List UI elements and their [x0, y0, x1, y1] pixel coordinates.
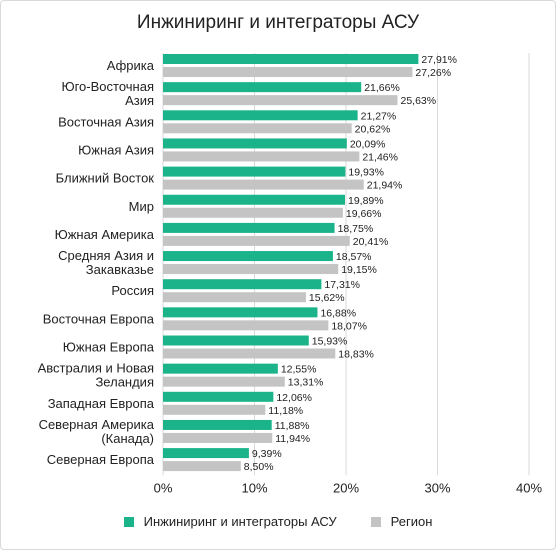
data-label: 27,26% [415, 67, 451, 79]
data-label: 8,50% [244, 461, 274, 473]
data-label: 21,66% [364, 82, 400, 94]
data-label: 27,91% [421, 54, 457, 66]
bar-series-2 [163, 461, 241, 472]
data-label: 21,46% [362, 151, 398, 163]
bar-series-2 [163, 376, 285, 387]
data-label: 21,27% [361, 110, 397, 122]
category-label: Средняя Азия и [58, 248, 154, 263]
legend-item-series-2: Регион [370, 514, 433, 529]
bar-series-2 [163, 207, 343, 218]
bar-series-2 [163, 404, 266, 415]
category-label: Юго-Восточная [61, 79, 154, 94]
legend-swatch-series-2 [370, 516, 381, 527]
category-label: Южная Азия [78, 142, 154, 157]
data-label: 12,55% [281, 364, 317, 376]
bar-series-1 [163, 363, 278, 374]
category-label: Закавказье [86, 262, 154, 277]
data-label: 9,39% [252, 448, 282, 460]
category-label: Северная Европа [47, 452, 155, 467]
legend-swatch-series-1 [123, 516, 134, 527]
bar-series-1 [163, 82, 362, 93]
bar-series-2 [163, 348, 336, 359]
data-label: 19,93% [348, 167, 384, 179]
bar-series-1 [163, 335, 309, 346]
category-label: Австралия и Новая [38, 361, 154, 376]
bar-series-1 [163, 166, 346, 177]
data-label: 19,66% [346, 208, 382, 220]
category-label: Ближний Восток [56, 171, 155, 186]
data-label: 11,94% [275, 433, 310, 445]
category-label: Мир [129, 199, 154, 214]
x-tick-label: 20% [333, 480, 359, 495]
bar-series-1 [163, 419, 272, 430]
data-label: 25,63% [401, 95, 437, 107]
category-label: Южная Европа [63, 340, 155, 355]
x-tick-label: 10% [241, 480, 267, 495]
bar-series-1 [163, 448, 249, 459]
data-label: 18,83% [338, 349, 374, 361]
bar-series-1 [163, 54, 419, 64]
bar-series-1 [163, 222, 335, 233]
data-label: 18,75% [338, 223, 374, 235]
data-label: 20,09% [350, 138, 386, 150]
category-label: Азия [125, 93, 154, 108]
data-label: 12,06% [276, 392, 312, 404]
legend-label-series-2: Регион [390, 514, 433, 529]
category-label: Восточная Азия [58, 114, 154, 129]
bar-series-2 [163, 264, 339, 275]
bar-series-2 [163, 432, 273, 443]
data-label: 15,62% [309, 292, 345, 304]
bar-series-1 [163, 138, 347, 149]
bar-series-1 [163, 194, 345, 205]
category-label: Северная Америка [39, 417, 155, 432]
bar-series-1 [163, 307, 318, 318]
bar-series-2 [163, 67, 413, 77]
data-label: 20,62% [355, 123, 391, 135]
bar-series-2 [163, 320, 329, 331]
category-label: (Канада) [101, 431, 154, 446]
legend-item-series-1: Инжиниринг и интеграторы АСУ [123, 514, 337, 529]
bar-series-2 [163, 123, 352, 134]
category-label: Зеландия [95, 375, 154, 390]
category-label: Западная Европа [48, 396, 155, 411]
data-label: 19,15% [341, 264, 377, 276]
x-tick-label: 30% [424, 480, 450, 495]
bar-series-2 [163, 292, 306, 303]
bar-series-1 [163, 251, 333, 262]
data-label: 19,89% [348, 195, 384, 207]
data-label: 18,57% [336, 251, 372, 263]
category-label: Южная Америка [55, 227, 155, 242]
category-label: Африка [107, 58, 155, 73]
category-label: Россия [111, 283, 154, 298]
data-label: 11,88% [275, 420, 310, 432]
bar-series-2 [163, 95, 398, 106]
data-label: 16,88% [320, 307, 356, 319]
data-label: 20,41% [353, 236, 389, 248]
chart-title: Инжиниринг и интеграторы АСУ [136, 12, 420, 33]
bar-series-1 [163, 279, 322, 290]
legend: Инжиниринг и интеграторы АСУ Регион [0, 514, 556, 529]
category-label: Восточная Европа [43, 311, 155, 326]
data-label: 11,18% [268, 405, 303, 417]
data-label: 17,31% [324, 279, 360, 291]
data-label: 15,93% [312, 336, 348, 348]
x-tick-label: 40% [516, 480, 542, 495]
bar-series-1 [163, 391, 274, 402]
x-tick-label: 0% [154, 480, 173, 495]
bar-series-2 [163, 235, 350, 246]
data-label: 21,94% [367, 180, 403, 192]
data-label: 18,07% [331, 320, 367, 332]
data-label: 13,31% [288, 377, 324, 389]
bar-series-2 [163, 151, 360, 162]
bar-series-1 [163, 110, 358, 121]
bar-series-2 [163, 179, 364, 190]
legend-label-series-1: Инжиниринг и интеграторы АСУ [143, 514, 337, 529]
